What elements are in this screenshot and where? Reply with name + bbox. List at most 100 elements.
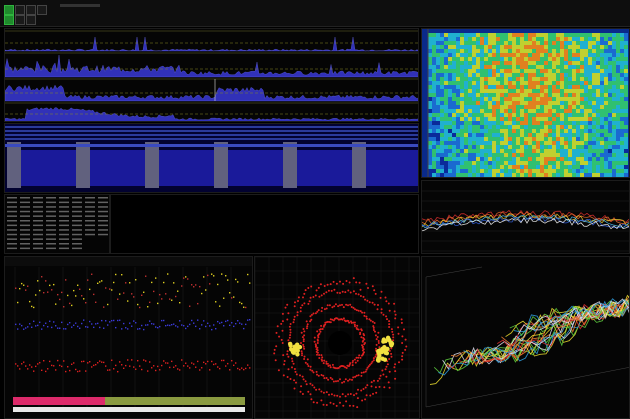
spectrogram-cell	[448, 173, 452, 177]
table-cell	[7, 210, 17, 213]
spectrogram-cell	[576, 93, 580, 97]
spectrogram-cell	[592, 173, 596, 177]
spectrogram-cell	[560, 57, 564, 61]
grid-icon[interactable]	[15, 15, 25, 25]
polar-point	[275, 345, 278, 348]
polar-point	[359, 295, 362, 297]
polar-point	[394, 377, 397, 380]
sample-point	[233, 296, 235, 298]
spectrogram-cell	[572, 53, 576, 57]
spectrogram-cell	[556, 45, 560, 49]
square-icon[interactable]	[4, 15, 14, 25]
sample-point	[23, 361, 25, 363]
grid-icon[interactable]	[15, 5, 25, 15]
polar-point	[323, 377, 326, 380]
spectrogram-cell	[476, 149, 480, 153]
spectrogram-cell	[516, 145, 520, 149]
spectrogram-cell	[616, 77, 620, 81]
polar-point	[372, 326, 375, 329]
spectrogram-cell	[532, 77, 536, 81]
spectrogram-cell	[596, 33, 600, 37]
spectrogram-cell	[444, 77, 448, 81]
spectrogram-cell	[448, 161, 452, 165]
spectrogram-cell	[444, 93, 448, 97]
spectrogram-cell	[492, 157, 496, 161]
spectrogram-cell	[528, 41, 532, 45]
sample-point	[105, 320, 107, 322]
spectrogram-cell	[608, 149, 612, 153]
spectrogram-cell	[572, 33, 576, 37]
spectrogram-cell	[576, 129, 580, 133]
polar-point	[288, 325, 291, 328]
spectrogram-cell	[580, 153, 584, 157]
spectrogram-cell	[616, 101, 620, 105]
polar-point	[325, 360, 328, 363]
spectrogram-cell	[552, 157, 556, 161]
spectrogram-cell	[528, 109, 532, 113]
spectrogram-cell	[572, 169, 576, 173]
spectrogram-cell	[596, 109, 600, 113]
polar-point	[349, 362, 352, 365]
spectrogram-cell	[584, 69, 588, 73]
spectrogram-cell	[428, 73, 432, 77]
polar-point	[375, 391, 378, 394]
spectrogram-cell	[556, 141, 560, 145]
table-cell	[72, 201, 82, 204]
spectrogram-cell	[588, 145, 592, 149]
spectrogram-cell	[508, 41, 512, 45]
sample-point	[199, 328, 201, 330]
polar-point	[316, 342, 319, 344]
spectrogram-cell	[528, 149, 532, 153]
spectrogram-cell	[528, 49, 532, 53]
spectrogram-cell	[468, 153, 472, 157]
spectrogram-cell	[468, 65, 472, 69]
spectrogram-cell	[552, 57, 556, 61]
spectrogram-cell	[584, 93, 588, 97]
spectrogram-cell	[432, 53, 436, 57]
sample-point	[209, 283, 211, 285]
table-cell	[7, 215, 17, 217]
sample-point	[173, 366, 175, 368]
spectrogram-cell	[608, 173, 612, 177]
spectrogram-cell	[488, 49, 492, 53]
spectrogram-cell	[500, 125, 504, 129]
spectrogram-cell	[500, 109, 504, 113]
spectrogram-cell	[492, 37, 496, 41]
sample-point	[169, 324, 171, 327]
sample-point	[127, 328, 129, 330]
spectrogram-cell	[444, 73, 448, 77]
waterfall-trace	[509, 298, 629, 337]
spectrogram-cell	[464, 133, 468, 137]
sample-point	[171, 299, 173, 301]
spectrogram-cell	[536, 45, 540, 49]
sample-point	[57, 293, 59, 296]
polar-point	[354, 325, 356, 328]
spectrogram-cell	[604, 169, 608, 173]
cursor-icon[interactable]	[26, 15, 36, 25]
spectrogram-cell	[552, 65, 556, 69]
spectrogram-cell	[484, 173, 488, 177]
polar-point	[280, 338, 283, 341]
spectrogram-cell	[504, 81, 508, 85]
spectrogram-cell	[488, 161, 492, 165]
zoom-icon[interactable]	[37, 5, 47, 15]
spectrogram-cell	[520, 125, 524, 129]
polar-point	[384, 368, 387, 371]
spectrogram-cell	[544, 137, 548, 141]
spectrogram-cell	[600, 161, 604, 165]
table-cell	[85, 233, 95, 236]
spectrogram-cell	[584, 57, 588, 61]
spectrogram-cell	[516, 33, 520, 37]
spectrogram-cell	[456, 173, 460, 177]
spectrogram-cell	[480, 161, 484, 165]
sample-point	[21, 363, 23, 365]
cursor-icon[interactable]	[26, 5, 36, 15]
bus-block	[366, 150, 418, 186]
spectrogram-cell	[428, 133, 432, 137]
spectrogram-cell	[452, 129, 456, 133]
spectrogram-cell	[568, 81, 572, 85]
spectrogram-cell	[556, 165, 560, 169]
highlight-point	[382, 348, 387, 353]
square-icon[interactable]	[4, 5, 14, 15]
spectrogram-cell	[504, 133, 508, 137]
